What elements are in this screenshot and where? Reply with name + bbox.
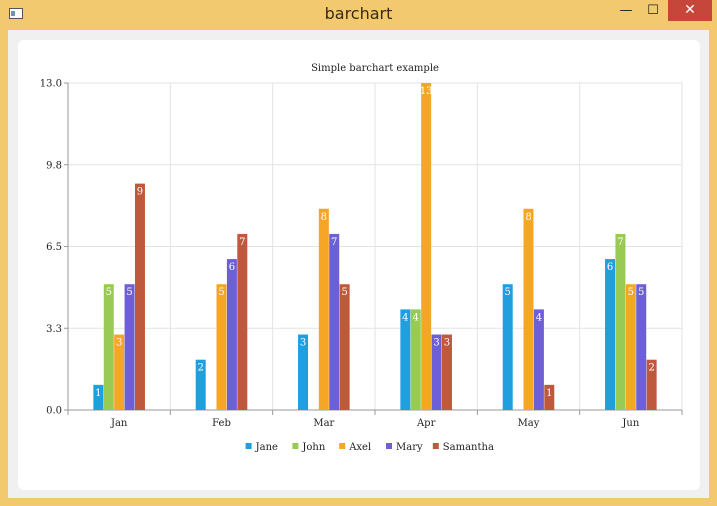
y-tick-label: 13.0 <box>40 79 62 90</box>
window-title: barchart <box>324 4 393 23</box>
legend-swatch-axel[interactable] <box>339 443 346 449</box>
bar-jane[interactable] <box>93 384 104 410</box>
close-button[interactable]: ✕ <box>668 0 712 21</box>
bar-john[interactable] <box>615 233 626 410</box>
bar-axel[interactable] <box>625 284 636 410</box>
bar-axel[interactable] <box>114 334 125 410</box>
bar-value-label: 6 <box>607 262 613 273</box>
bar-value-label: 13 <box>420 86 433 97</box>
client-area: Simple barchart example 0.0 3.3 6.5 9.8 13.0 J… <box>8 30 709 498</box>
legend-swatch-john[interactable] <box>292 443 299 449</box>
bar-value-label: 5 <box>505 287 511 298</box>
bar-value-label: 2 <box>648 363 654 374</box>
bar-value-label: 3 <box>116 338 122 349</box>
bar-samantha[interactable] <box>134 183 145 410</box>
y-tick-label: 3.3 <box>46 324 62 335</box>
bar-mary[interactable] <box>533 309 544 410</box>
x-tick-label: May <box>518 418 540 429</box>
legend-label-john: John <box>301 442 325 453</box>
bar-value-label: 1 <box>95 388 101 399</box>
legend-label-axel: Axel <box>348 442 371 453</box>
bar-john[interactable] <box>410 309 421 410</box>
legend-label-samantha: Samantha <box>443 442 494 453</box>
bar-samantha[interactable] <box>646 359 657 410</box>
bar-value-label: 6 <box>229 262 235 273</box>
bar-mary[interactable] <box>329 233 340 410</box>
bar-value-label: 2 <box>198 363 204 374</box>
bar-value-label: 4 <box>413 312 419 323</box>
bar-john[interactable] <box>103 284 114 410</box>
bar-value-label: 4 <box>536 312 542 323</box>
bar-value-label: 5 <box>126 287 132 298</box>
legend-swatch-samantha[interactable] <box>432 443 439 449</box>
bar-value-label: 5 <box>218 287 224 298</box>
bar-value-label: 5 <box>341 287 347 298</box>
y-tick-label: 6.5 <box>46 242 62 253</box>
x-tick-label: Jun <box>621 418 639 429</box>
bar-value-label: 3 <box>444 338 450 349</box>
bar-chart: Simple barchart example 0.0 3.3 6.5 9.8 13.0 J… <box>40 63 683 453</box>
bar-jane[interactable] <box>400 309 411 410</box>
bar-value-label: 9 <box>137 187 143 198</box>
chart-title: Simple barchart example <box>311 63 439 74</box>
bar-value-label: 1 <box>546 388 552 399</box>
y-tick-label: 0.0 <box>46 406 62 417</box>
bar-mary[interactable] <box>636 284 647 410</box>
bar-samantha[interactable] <box>237 233 248 410</box>
legend-swatch-jane[interactable] <box>245 443 252 449</box>
bar-jane[interactable] <box>605 259 616 410</box>
minimize-button[interactable]: — <box>619 3 633 18</box>
bar-value-label: 3 <box>433 338 439 349</box>
bar-samantha[interactable] <box>339 284 350 410</box>
maximize-button[interactable]: ☐ <box>647 3 659 18</box>
bar-value-label: 8 <box>525 212 531 223</box>
bar-axel[interactable] <box>216 284 227 410</box>
bar-axel[interactable] <box>421 83 432 410</box>
x-tick-label: Feb <box>212 418 231 429</box>
bar-value-label: 5 <box>106 287 112 298</box>
bar-axel[interactable] <box>318 208 329 410</box>
bar-mary[interactable] <box>431 334 442 410</box>
bar-jane[interactable] <box>298 334 309 410</box>
bar-value-label: 7 <box>239 237 245 248</box>
y-tick-label: 9.8 <box>46 160 62 171</box>
chart-view: Simple barchart example 0.0 3.3 6.5 9.8 13.0 J… <box>18 40 700 490</box>
bar-samantha[interactable] <box>544 384 555 410</box>
bar-value-label: 4 <box>402 312 408 323</box>
x-tick-label: Jan <box>110 418 128 429</box>
bar-value-label: 5 <box>628 287 634 298</box>
bar-value-label: 7 <box>331 237 337 248</box>
x-tick-label: Mar <box>313 418 334 429</box>
bar-mary[interactable] <box>226 259 237 410</box>
legend-swatch-mary[interactable] <box>386 443 392 449</box>
bar-axel[interactable] <box>523 208 534 410</box>
app-window-icon[interactable] <box>9 8 23 19</box>
bar-jane[interactable] <box>195 359 206 410</box>
bar-value-label: 3 <box>300 338 306 349</box>
bar-samantha[interactable] <box>441 334 452 410</box>
bar-mary[interactable] <box>124 284 135 410</box>
bar-value-label: 7 <box>617 237 623 248</box>
legend-label-jane: Jane <box>255 442 278 453</box>
x-tick-label: Apr <box>416 418 436 429</box>
bar-value-label: 8 <box>321 212 327 223</box>
bar-jane[interactable] <box>502 284 513 410</box>
legend-label-mary: Mary <box>396 442 423 453</box>
title-bar[interactable]: barchart — ☐ ✕ <box>0 0 717 30</box>
bar-value-label: 5 <box>638 287 644 298</box>
